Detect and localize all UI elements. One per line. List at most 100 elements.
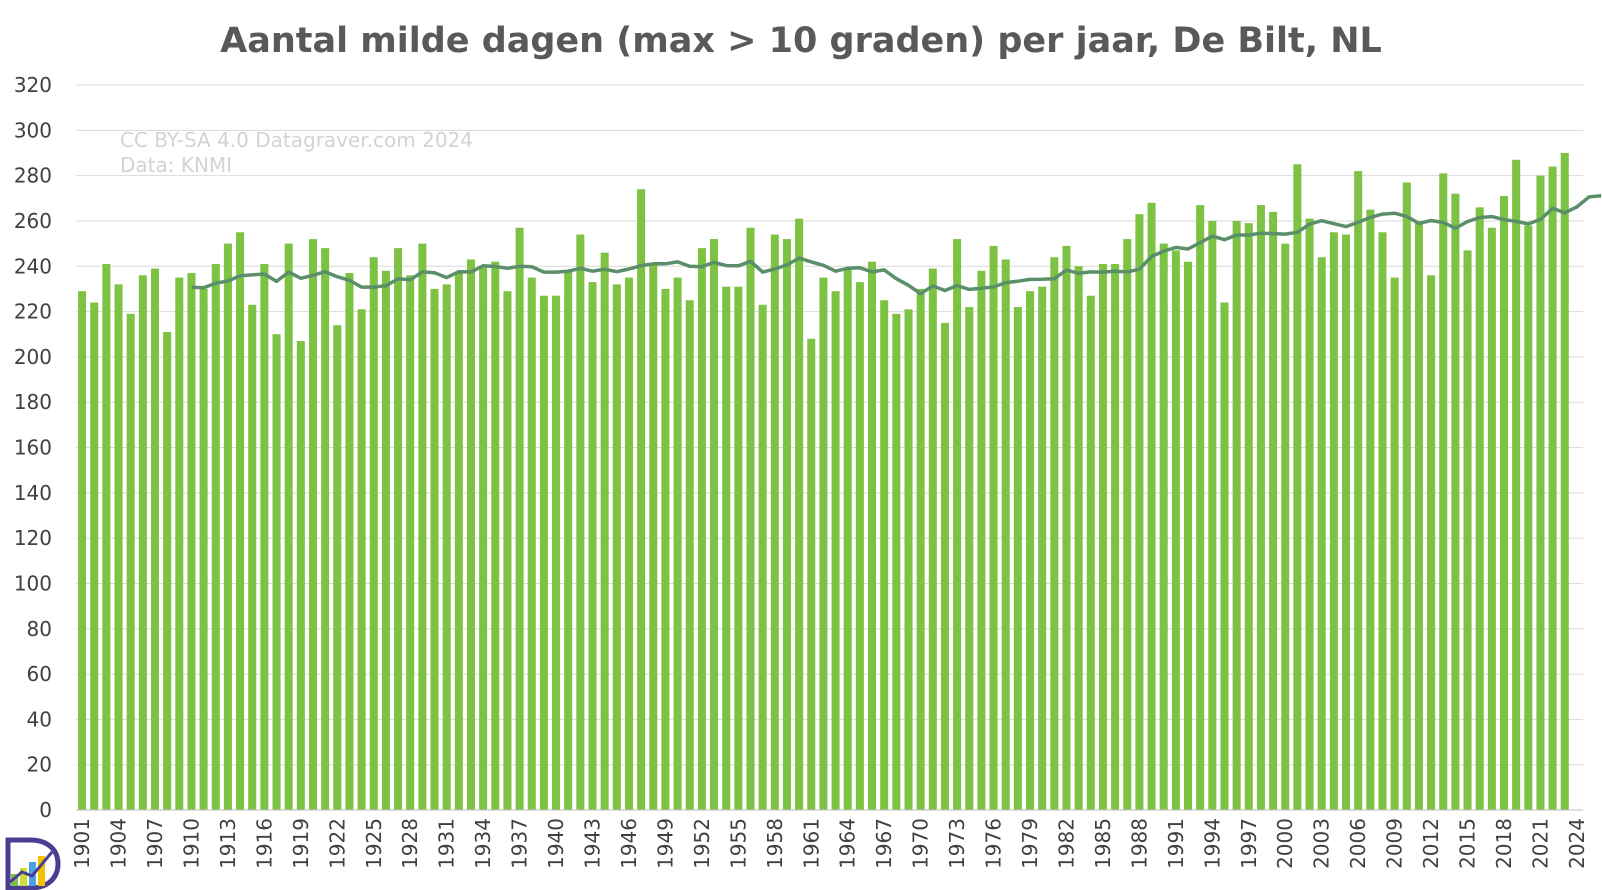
bar-1924 bbox=[357, 309, 366, 810]
x-tick-label: 2012 bbox=[1419, 818, 1443, 869]
bar-1958 bbox=[770, 234, 779, 810]
x-tick-label: 1994 bbox=[1200, 818, 1224, 869]
bar-1936 bbox=[503, 291, 512, 810]
x-tick-label: 1901 bbox=[70, 818, 94, 869]
bar-1911 bbox=[199, 288, 208, 810]
bar-1975 bbox=[977, 270, 986, 810]
x-tick-label: 1919 bbox=[289, 818, 313, 869]
bar-1950 bbox=[673, 277, 682, 810]
bar-1985 bbox=[1098, 263, 1107, 810]
bar-1909 bbox=[175, 277, 184, 810]
bar-1920 bbox=[308, 239, 317, 810]
x-tick-label: 1940 bbox=[544, 818, 568, 869]
x-tick-label: 1961 bbox=[799, 818, 823, 869]
bar-1939 bbox=[539, 295, 548, 810]
bar-1973 bbox=[953, 239, 962, 810]
x-tick-label: 1964 bbox=[836, 818, 860, 869]
bar-1956 bbox=[746, 227, 755, 810]
bar-1992 bbox=[1184, 261, 1193, 810]
x-tick-label: 1970 bbox=[909, 818, 933, 869]
x-tick-label: 2000 bbox=[1273, 818, 1297, 869]
bar-1993 bbox=[1196, 205, 1205, 810]
bar-1937 bbox=[515, 227, 524, 810]
bar-1922 bbox=[333, 325, 342, 810]
bar-1980 bbox=[1038, 286, 1047, 810]
watermark-line-2: Data: KNMI bbox=[120, 153, 232, 177]
bar-1991 bbox=[1171, 250, 1180, 810]
y-axis: 0 20 40 60 80 100 120 140 160 180 200 220 240 260 280 3… bbox=[14, 73, 52, 822]
bar-2016 bbox=[1475, 207, 1484, 810]
bar-2014 bbox=[1451, 193, 1460, 810]
bar-1955 bbox=[734, 286, 743, 810]
bar-1919 bbox=[296, 341, 305, 810]
bar-1947 bbox=[637, 189, 646, 810]
bar-1916 bbox=[260, 263, 269, 810]
bar-1949 bbox=[661, 288, 670, 810]
x-tick-label: 1928 bbox=[398, 818, 422, 869]
x-tick-label: 2021 bbox=[1528, 818, 1552, 869]
bar-1963 bbox=[831, 291, 840, 810]
watermark: CC BY-SA 4.0 Datagraver.com 2024 Data: K… bbox=[120, 128, 473, 177]
bar-1946 bbox=[624, 277, 633, 810]
x-tick-label: 1985 bbox=[1091, 818, 1115, 869]
bar-1948 bbox=[649, 263, 658, 810]
x-tick-label: 2024 bbox=[1565, 818, 1589, 869]
bar-2013 bbox=[1439, 173, 1448, 810]
bar-1995 bbox=[1220, 302, 1229, 810]
trend-series bbox=[191, 194, 1602, 296]
y-tick-label: 300 bbox=[14, 118, 52, 142]
y-tick-label: 240 bbox=[14, 254, 52, 278]
bar-2003 bbox=[1317, 257, 1326, 810]
x-tick-label: 1925 bbox=[362, 818, 386, 869]
bar-1974 bbox=[965, 307, 974, 810]
bar-1938 bbox=[527, 277, 536, 810]
x-tick-label: 1952 bbox=[690, 818, 714, 869]
chart-title: Aantal milde dagen (max > 10 graden) per… bbox=[220, 21, 1382, 61]
bar-2019 bbox=[1512, 159, 1521, 810]
bar-2023 bbox=[1560, 152, 1569, 810]
bar-1913 bbox=[223, 243, 232, 810]
bar-2020 bbox=[1524, 225, 1533, 810]
bar-1979 bbox=[1026, 291, 1035, 810]
x-tick-label: 1967 bbox=[872, 818, 896, 869]
bar-2005 bbox=[1342, 234, 1351, 810]
bar-1940 bbox=[552, 295, 561, 810]
bar-1959 bbox=[782, 239, 791, 810]
trend-line bbox=[191, 194, 1602, 296]
x-tick-label: 1943 bbox=[581, 818, 605, 869]
bar-2007 bbox=[1366, 209, 1375, 810]
x-tick-label: 1955 bbox=[726, 818, 750, 869]
bar-2010 bbox=[1402, 182, 1411, 810]
bar-2001 bbox=[1293, 164, 1302, 810]
bar-1945 bbox=[612, 284, 621, 810]
bar-2012 bbox=[1427, 275, 1436, 810]
bar-1932 bbox=[454, 273, 463, 810]
x-tick-label: 1937 bbox=[508, 818, 532, 869]
bar-1906 bbox=[138, 275, 147, 810]
bar-1982 bbox=[1062, 245, 1071, 810]
bar-1990 bbox=[1159, 243, 1168, 810]
y-tick-label: 280 bbox=[14, 164, 52, 188]
bar-2022 bbox=[1548, 166, 1557, 810]
bar-2004 bbox=[1329, 232, 1338, 810]
bar-1977 bbox=[1001, 259, 1010, 810]
bar-1989 bbox=[1147, 202, 1156, 810]
y-tick-label: 160 bbox=[14, 436, 52, 460]
x-axis: 1901 1904 1907 1910 1913 1916 1919 1922 1925 1928… bbox=[70, 818, 1589, 869]
bar-1941 bbox=[564, 270, 573, 810]
bar-1953 bbox=[710, 239, 719, 810]
bar-1912 bbox=[211, 263, 220, 810]
y-tick-label: 320 bbox=[14, 73, 52, 97]
bar-2011 bbox=[1414, 220, 1423, 810]
datagraver-logo bbox=[5, 837, 61, 890]
bar-1964 bbox=[843, 268, 852, 810]
bar-1904 bbox=[114, 284, 123, 810]
y-tick-label: 140 bbox=[14, 481, 52, 505]
bar-1921 bbox=[321, 248, 330, 810]
bar-2002 bbox=[1305, 218, 1314, 810]
bar-1929 bbox=[418, 243, 427, 810]
bar-1978 bbox=[1013, 307, 1022, 810]
bar-1933 bbox=[466, 259, 475, 810]
bar-1923 bbox=[345, 273, 354, 810]
